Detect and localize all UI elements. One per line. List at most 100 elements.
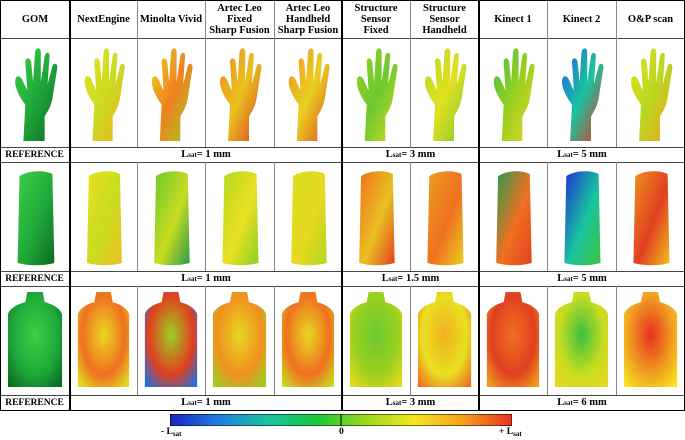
frame-edge: [0, 0, 1, 411]
lsat-value: = 6 mm: [572, 397, 607, 408]
band-divider: [478, 271, 480, 286]
band-divider: [69, 147, 71, 162]
cell-divider: [616, 38, 617, 147]
header-divider: [547, 0, 548, 38]
reference-torso-model: [6, 290, 64, 391]
cell-divider: [137, 162, 138, 271]
header-o-p-scan: O&P scan: [627, 13, 674, 25]
torso-deviation-map-9: [622, 290, 679, 391]
forearm-deviation-map-9: [622, 166, 679, 267]
band-divider: [478, 38, 480, 147]
cell-divider: [410, 286, 411, 395]
torso-deviation-map-1: [76, 290, 131, 391]
band-divider: [69, 38, 71, 147]
torso-deviation-map-2: [143, 290, 199, 391]
frame-edge: [0, 0, 685, 1]
cell-divider: [410, 38, 411, 147]
torso-deviation-map-3: [211, 290, 268, 391]
scale-max-label: + Lsat: [499, 427, 522, 438]
scale-min-label: - Lsat: [161, 427, 182, 438]
lsat-symbol: L: [181, 149, 189, 160]
cell-divider: [547, 286, 548, 395]
lsat-subscript: sat: [564, 398, 573, 407]
forearm-deviation-map-1: [76, 166, 131, 267]
hand-deviation-map-5: [348, 42, 404, 143]
scale-zero-label: 0: [339, 427, 344, 437]
header-divider: [137, 0, 138, 38]
band-divider: [69, 162, 71, 271]
header-structure: Structure Sensor Handheld: [422, 2, 467, 36]
hand-deviation-map-4: [280, 42, 336, 143]
lsat-symbol: L: [181, 273, 189, 284]
cell-divider: [274, 162, 275, 271]
color-scale-bar: [169, 413, 513, 427]
header-gom: GOM: [21, 13, 49, 25]
cell-divider: [137, 286, 138, 395]
lsat-value: = 3 mm: [401, 397, 436, 408]
lsat-subscript: sat: [388, 274, 398, 283]
lsat-value: = 1 mm: [196, 397, 231, 408]
lsat-symbol: L: [385, 397, 393, 408]
cell-divider: [410, 162, 411, 271]
lsat-symbol: L: [385, 149, 393, 160]
reference-forearm-model: [6, 166, 64, 267]
band-divider: [341, 147, 343, 162]
cell-divider: [137, 38, 138, 147]
forearm-deviation-map-8: [553, 166, 610, 267]
header-artec-leo: Artec Leo Handheld Sharp Fusion: [277, 2, 339, 36]
band-divider: [341, 395, 343, 410]
band-divider: [341, 38, 343, 147]
torso-deviation-map-8: [553, 290, 610, 391]
cell-divider: [616, 162, 617, 271]
band-divider: [69, 286, 71, 395]
header-kinect-2: Kinect 2: [562, 13, 601, 25]
reference-label: REFERENCE: [5, 273, 64, 284]
header-minolta-vivid: Minolta Vivid: [139, 13, 203, 25]
header-divider: [274, 0, 275, 38]
cell-divider: [616, 286, 617, 395]
cell-divider: [205, 38, 206, 147]
torso-deviation-map-4: [280, 290, 336, 391]
lsat-value: = 1 mm: [196, 149, 231, 160]
header-divider: [410, 0, 411, 38]
cell-divider: [274, 286, 275, 395]
lsat-value: = 5 mm: [572, 149, 607, 160]
hand-deviation-map-2: [143, 42, 199, 143]
lsat-subscript: sat: [564, 150, 573, 159]
lsat-value: = 5 mm: [572, 273, 607, 284]
hand-deviation-map-6: [416, 42, 473, 143]
torso-deviation-map-5: [348, 290, 404, 391]
lsat-value: = 3 mm: [401, 149, 436, 160]
lsat-subscript: sat: [188, 150, 197, 159]
band-divider: [478, 395, 480, 410]
band-divider: [341, 162, 343, 271]
forearm-deviation-map-2: [143, 166, 199, 267]
lsat-symbol: L: [557, 273, 565, 284]
header-divider: [205, 0, 206, 38]
reference-label: REFERENCE: [5, 397, 64, 408]
cell-divider: [547, 38, 548, 147]
header-divider: [69, 0, 71, 38]
band-divider: [341, 286, 343, 395]
cell-divider: [205, 286, 206, 395]
header-divider: [616, 0, 617, 38]
band-divider: [69, 395, 71, 410]
cell-divider: [274, 38, 275, 147]
lsat-symbol: L: [381, 273, 389, 284]
band-divider: [69, 271, 71, 286]
hand-deviation-map-1: [76, 42, 131, 143]
forearm-deviation-map-6: [416, 166, 473, 267]
header-divider: [341, 0, 343, 38]
forearm-deviation-map-4: [280, 166, 336, 267]
lsat-value: = 1 mm: [196, 273, 231, 284]
hand-deviation-map-9: [622, 42, 679, 143]
reference-label: REFERENCE: [5, 149, 64, 160]
comparison-figure: GOM NextEngine Minolta Vivid Artec Leo Fixe…: [0, 0, 685, 411]
forearm-deviation-map-5: [348, 166, 404, 267]
hand-deviation-map-3: [211, 42, 268, 143]
lsat-subscript: sat: [392, 150, 402, 159]
